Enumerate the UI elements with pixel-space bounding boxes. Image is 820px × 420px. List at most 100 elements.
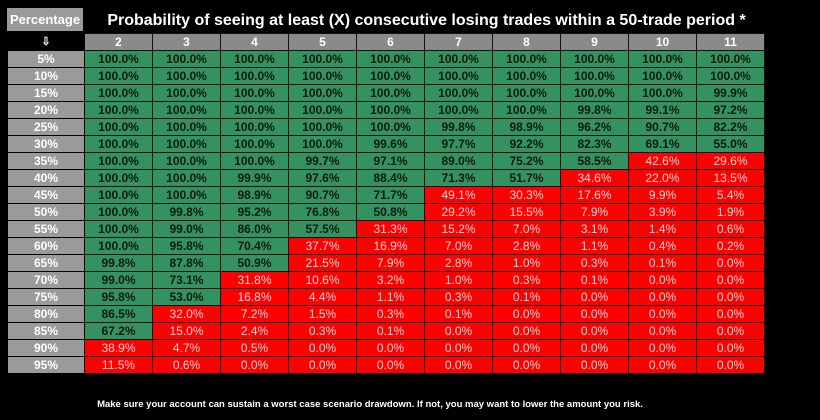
table-cell: 100.0% <box>152 67 221 85</box>
table-cell: 1.1% <box>560 237 629 255</box>
row-label: 25% <box>7 118 85 136</box>
table-row: 70% 99.0% 73.1% 31.8% 10.6% 3.2% 1.0% 0.3% 0.1% 0… <box>7 271 765 289</box>
table-row: 60% 100.0% 95.8% 70.4% 37.7% 16.9% 7.0% 2.8% 1.1… <box>7 237 765 255</box>
table-cell: 100.0% <box>288 118 357 136</box>
table-cell: 15.5% <box>492 203 561 221</box>
table-cell: 99.8% <box>152 203 221 221</box>
row-label: 35% <box>7 152 85 170</box>
row-label: 75% <box>7 288 85 306</box>
table-cell: 97.6% <box>288 169 357 187</box>
table-cell: 0.0% <box>696 271 765 289</box>
table-cell: 100.0% <box>152 152 221 170</box>
table-cell: 71.3% <box>424 169 493 187</box>
table-cell: 50.9% <box>220 254 289 272</box>
column-header: 6 <box>356 33 425 51</box>
table-cell: 98.9% <box>220 186 289 204</box>
table-cell: 95.2% <box>220 203 289 221</box>
table-cell: 0.0% <box>628 339 697 357</box>
table-row: 15% 100.0% 100.0% 100.0% 100.0% 100.0% 100.0% 1… <box>7 84 765 102</box>
table-cell: 75.2% <box>492 152 561 170</box>
table-cell: 0.3% <box>288 322 357 340</box>
table-cell: 0.0% <box>560 356 629 374</box>
table-cell: 21.5% <box>288 254 357 272</box>
table-cell: 0.1% <box>356 322 425 340</box>
table-cell: 100.0% <box>288 84 357 102</box>
table-cell: 100.0% <box>152 101 221 119</box>
table-cell: 15.2% <box>424 220 493 238</box>
arrow-down-icon: ⇩ <box>7 33 85 51</box>
table-cell: 3.2% <box>356 271 425 289</box>
table-cell: 22.0% <box>628 169 697 187</box>
table-cell: 100.0% <box>356 67 425 85</box>
table-cell: 99.1% <box>628 101 697 119</box>
table-cell: 97.2% <box>696 101 765 119</box>
table-cell: 100.0% <box>84 50 153 68</box>
table-cell: 5.4% <box>696 186 765 204</box>
row-label: 20% <box>7 101 85 119</box>
table-cell: 11.5% <box>84 356 153 374</box>
table-cell: 51.7% <box>492 169 561 187</box>
table-cell: 9.9% <box>628 186 697 204</box>
table-cell: 3.1% <box>560 220 629 238</box>
table-cell: 0.0% <box>560 339 629 357</box>
table-cell: 100.0% <box>424 84 493 102</box>
table-cell: 100.0% <box>492 50 561 68</box>
table-cell: 100.0% <box>220 135 289 153</box>
table-cell: 88.4% <box>356 169 425 187</box>
table-cell: 0.3% <box>356 305 425 323</box>
table-cell: 53.0% <box>152 288 221 306</box>
table-cell: 92.2% <box>492 135 561 153</box>
table-cell: 100.0% <box>560 67 629 85</box>
table-cell: 100.0% <box>152 118 221 136</box>
table-row: 95% 11.5% 0.6% 0.0% 0.0% 0.0% 0.0% 0.0% 0.0% 0.0%… <box>7 356 765 374</box>
table-cell: 0.0% <box>628 356 697 374</box>
table-cell: 0.0% <box>424 356 493 374</box>
table-cell: 2.8% <box>424 254 493 272</box>
table-cell: 0.0% <box>492 356 561 374</box>
table-cell: 100.0% <box>84 135 153 153</box>
table-cell: 0.0% <box>560 288 629 306</box>
table-row: 90% 38.9% 4.7% 0.5% 0.0% 0.0% 0.0% 0.0% 0.0% 0.0%… <box>7 339 765 357</box>
table-cell: 100.0% <box>492 84 561 102</box>
table-cell: 0.1% <box>560 271 629 289</box>
table-cell: 82.3% <box>560 135 629 153</box>
row-label: 55% <box>7 220 85 238</box>
table-cell: 100.0% <box>220 118 289 136</box>
table-cell: 0.5% <box>220 339 289 357</box>
table-cell: 1.4% <box>628 220 697 238</box>
table-cell: 1.1% <box>356 288 425 306</box>
table-row: 20% 100.0% 100.0% 100.0% 100.0% 100.0% 100.0% 1… <box>7 101 765 119</box>
table-cell: 0.0% <box>628 271 697 289</box>
table-row: 30% 100.0% 100.0% 100.0% 100.0% 99.6% 97.7% 92.… <box>7 135 765 153</box>
row-label: 10% <box>7 67 85 85</box>
table-cell: 100.0% <box>288 50 357 68</box>
table-cell: 0.0% <box>696 305 765 323</box>
column-header: 5 <box>288 33 357 51</box>
table-cell: 2.4% <box>220 322 289 340</box>
table-row: 55% 100.0% 99.0% 86.0% 57.5% 31.3% 15.2% 7.0% 3.… <box>7 220 765 238</box>
table-cell: 0.3% <box>560 254 629 272</box>
table-cell: 69.1% <box>628 135 697 153</box>
table-cell: 86.0% <box>220 220 289 238</box>
table-cell: 99.9% <box>696 84 765 102</box>
column-header: 9 <box>560 33 629 51</box>
table-cell: 100.0% <box>492 101 561 119</box>
table-cell: 31.3% <box>356 220 425 238</box>
table-cell: 100.0% <box>424 50 493 68</box>
table-cell: 100.0% <box>560 50 629 68</box>
table-cell: 100.0% <box>84 186 153 204</box>
table-cell: 98.9% <box>492 118 561 136</box>
table-cell: 0.0% <box>356 356 425 374</box>
table-cell: 3.9% <box>628 203 697 221</box>
table-cell: 0.0% <box>696 322 765 340</box>
table-cell: 0.0% <box>356 339 425 357</box>
probability-table: ⇩ 2 3 4 5 6 7 8 9 10 11 5% 100.0% 100.0% 100.0% 100.0… <box>7 33 765 374</box>
table-cell: 38.9% <box>84 339 153 357</box>
table-cell: 100.0% <box>84 118 153 136</box>
column-header: 3 <box>152 33 221 51</box>
table-cell: 100.0% <box>152 169 221 187</box>
table-cell: 82.2% <box>696 118 765 136</box>
table-cell: 96.2% <box>560 118 629 136</box>
table-cell: 97.7% <box>424 135 493 153</box>
table-cell: 99.9% <box>220 169 289 187</box>
